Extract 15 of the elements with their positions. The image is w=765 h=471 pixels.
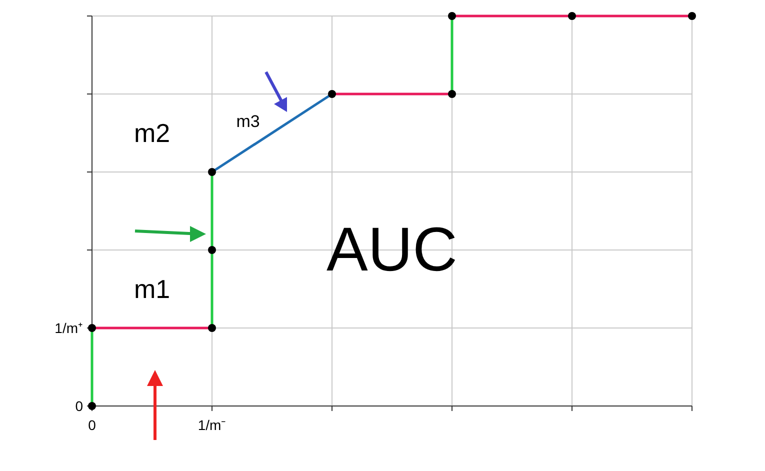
point — [208, 246, 216, 254]
point — [328, 90, 336, 98]
annotation: AUC — [326, 216, 458, 284]
annotation: m3 — [236, 112, 260, 131]
point — [208, 324, 216, 332]
x-tick-label: 1/m⁻ — [198, 417, 226, 433]
annotation: m1 — [134, 274, 170, 304]
point — [448, 12, 456, 20]
point — [88, 324, 96, 332]
point — [208, 168, 216, 176]
point — [568, 12, 576, 20]
point — [688, 12, 696, 20]
annotation: m2 — [134, 118, 170, 148]
y-tick-label: 1/m⁺ — [54, 320, 83, 336]
point — [448, 90, 456, 98]
